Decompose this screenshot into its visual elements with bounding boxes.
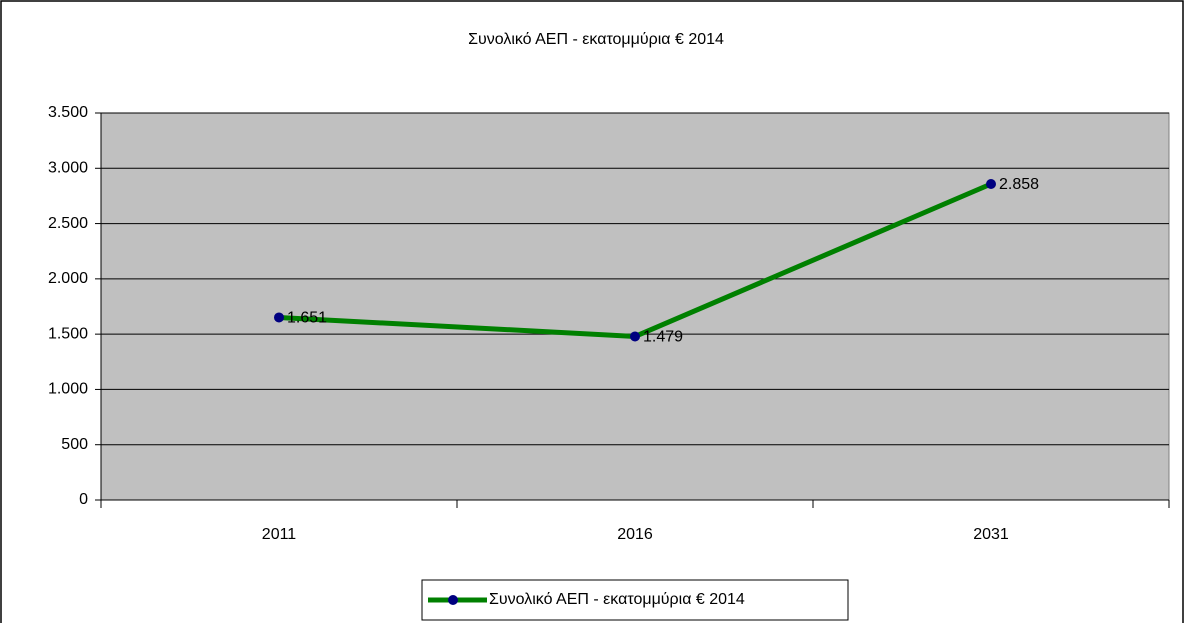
x-tick-label: 2016 xyxy=(617,526,653,543)
x-tick-label: 2011 xyxy=(262,526,297,543)
y-tick-label: 1.000 xyxy=(48,381,88,398)
plot-area xyxy=(100,112,1170,501)
y-tick-label: 3.500 xyxy=(48,104,88,121)
data-label: 2.858 xyxy=(999,176,1039,193)
data-point xyxy=(274,312,284,323)
legend-label: Συνολικό ΑΕΠ - εκατομμύρια € 2014 xyxy=(489,591,745,608)
y-tick-label: 0 xyxy=(79,491,88,508)
data-label: 1.651 xyxy=(287,310,327,327)
y-tick-label: 1.500 xyxy=(48,325,88,342)
data-label: 1.479 xyxy=(643,329,683,346)
data-point xyxy=(630,331,640,342)
chart-title: Συνολικό ΑΕΠ - εκατομμύρια € 2014 xyxy=(468,31,724,48)
x-tick-label: 2031 xyxy=(973,526,1009,543)
y-tick-label: 2.000 xyxy=(48,270,88,287)
data-point xyxy=(986,178,996,189)
legend-marker xyxy=(448,595,458,605)
legend-box xyxy=(421,579,849,621)
y-tick-label: 500 xyxy=(61,436,88,453)
y-tick-label: 3.000 xyxy=(48,160,88,177)
y-tick-label: 2.500 xyxy=(48,215,88,232)
